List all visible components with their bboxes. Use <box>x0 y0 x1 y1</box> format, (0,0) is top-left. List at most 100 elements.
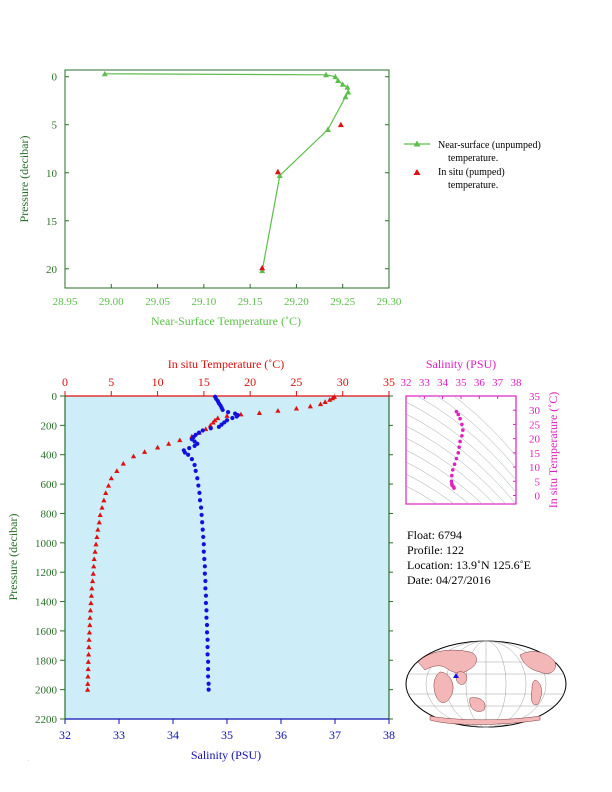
temperature-point <box>142 449 148 454</box>
legend-label-pumped-1: In situ (pumped) <box>438 167 505 178</box>
temperature-point <box>85 666 91 672</box>
temperature-axis-title: In situ Temperature (˚C) <box>168 357 285 371</box>
ts-point <box>456 451 461 455</box>
temperature-tick-label: 10 <box>152 375 164 389</box>
temperature-point <box>120 460 126 466</box>
temperature-point <box>88 593 94 598</box>
point-unpumped <box>324 126 331 132</box>
salinity-point <box>225 410 231 415</box>
temperature-point <box>92 549 98 554</box>
temperature-point <box>154 444 161 450</box>
ts-temperature-label: In situ Temperature (˚C) <box>546 392 560 509</box>
temperature-point <box>87 607 94 613</box>
salinity-point <box>195 476 200 481</box>
top-y-tick-label: 5 <box>52 120 58 132</box>
temperature-point <box>224 413 230 418</box>
legend-label-unpumped-1: Near-surface (unpumped) <box>438 140 541 151</box>
temperature-point <box>97 512 103 518</box>
point-pumped <box>337 121 344 128</box>
temperature-point <box>322 399 328 404</box>
salinity-point <box>200 428 205 433</box>
density-contour <box>416 396 516 481</box>
ts-point <box>449 479 454 484</box>
top-x-tick-label: 29.05 <box>145 296 170 308</box>
pressure-tick-label: 1000 <box>35 538 58 550</box>
temperature-tick-label: 30 <box>337 375 349 389</box>
salinity-point <box>200 527 205 532</box>
salinity-axis-label: Salinity (PSU) <box>191 748 261 762</box>
top-plot-frame <box>64 69 390 289</box>
temperature-point <box>87 622 93 628</box>
ts-salinity-ticks: 32 33 34 35 36 37 38 <box>401 377 522 399</box>
top-x-axis-label: Near-Surface Temperature (˚C) <box>151 314 301 328</box>
pressure-tick-label: 1200 <box>35 567 58 579</box>
pressure-tick-label: 600 <box>41 479 58 491</box>
ts-point <box>460 422 464 427</box>
ts-y-tick-label: 35 <box>529 391 541 403</box>
temperature-point <box>329 395 336 401</box>
density-contour <box>406 425 506 504</box>
salinity-point <box>196 430 202 435</box>
density-contour <box>436 396 516 469</box>
point-pumped <box>259 264 266 271</box>
legend-label-pumped-2: temperature. <box>448 180 498 191</box>
temperature-ticks: 0 5 10 15 20 25 30 35 <box>62 375 395 396</box>
point-unpumped <box>342 93 349 100</box>
density-contour <box>406 485 438 504</box>
pressure-tick-label: 2200 <box>35 714 58 726</box>
salinity-point <box>206 659 211 664</box>
salinity-point <box>192 462 197 468</box>
salinity-point <box>206 666 211 672</box>
pressure-tick-label: 2000 <box>35 685 58 697</box>
point-unpumped <box>344 84 351 90</box>
temperature-point <box>114 468 120 473</box>
point-unpumped <box>259 267 266 274</box>
salinity-point <box>205 637 210 642</box>
salinity-point <box>202 564 207 569</box>
ts-point <box>450 468 455 472</box>
density-contour <box>406 461 470 504</box>
top-series <box>101 70 352 274</box>
legend-marker-unpumped <box>413 140 421 147</box>
temperature-point <box>90 571 96 576</box>
temperature-point <box>256 410 262 415</box>
salinity-tick-label: 38 <box>383 728 395 742</box>
temperature-point <box>89 585 95 591</box>
temperature-point <box>166 441 172 446</box>
point-unpumped <box>335 77 342 83</box>
profile-plot-background <box>65 396 389 719</box>
ts-point <box>457 445 461 449</box>
profile-date: Date: 04/27/2016 <box>407 573 491 587</box>
salinity-ticks: 32 33 34 35 36 37 38 <box>59 719 395 742</box>
legend-label-unpumped-2: temperature. <box>448 153 498 164</box>
salinity-point <box>202 571 207 576</box>
float-position-marker <box>453 673 459 678</box>
profile-series <box>84 394 337 692</box>
ts-y-tick-label: 20 <box>529 434 541 446</box>
salinity-point <box>204 622 210 628</box>
salinity-point <box>203 586 208 591</box>
point-unpumped <box>323 71 330 78</box>
ts-point <box>452 462 457 467</box>
top-x-tick-label: 29.15 <box>238 296 263 308</box>
footer-note: · <box>28 758 29 763</box>
salinity-point <box>202 556 207 562</box>
temperature-tick-label: 20 <box>244 375 256 389</box>
top-y-tick-label: 20 <box>46 264 58 276</box>
salinity-point <box>203 578 208 584</box>
ts-y-tick-label: 30 <box>529 405 541 417</box>
ts-y-tick-label: 25 <box>529 419 541 431</box>
density-contour <box>453 396 516 457</box>
ts-series <box>449 409 465 490</box>
ts-y-tick-label: 10 <box>529 462 541 474</box>
salinity-point <box>230 415 235 421</box>
pressure-tick-label: 800 <box>41 508 58 520</box>
ts-diagram: 32 33 34 35 36 37 38 0 5 10 15 20 25 30 35 Salinity (… <box>401 357 561 509</box>
location-map <box>405 640 567 728</box>
ts-point <box>461 428 465 432</box>
temperature-tick-label: 35 <box>383 375 395 389</box>
temperature-point <box>105 482 112 488</box>
salinity-point <box>220 407 225 413</box>
temperature-point <box>293 405 300 411</box>
